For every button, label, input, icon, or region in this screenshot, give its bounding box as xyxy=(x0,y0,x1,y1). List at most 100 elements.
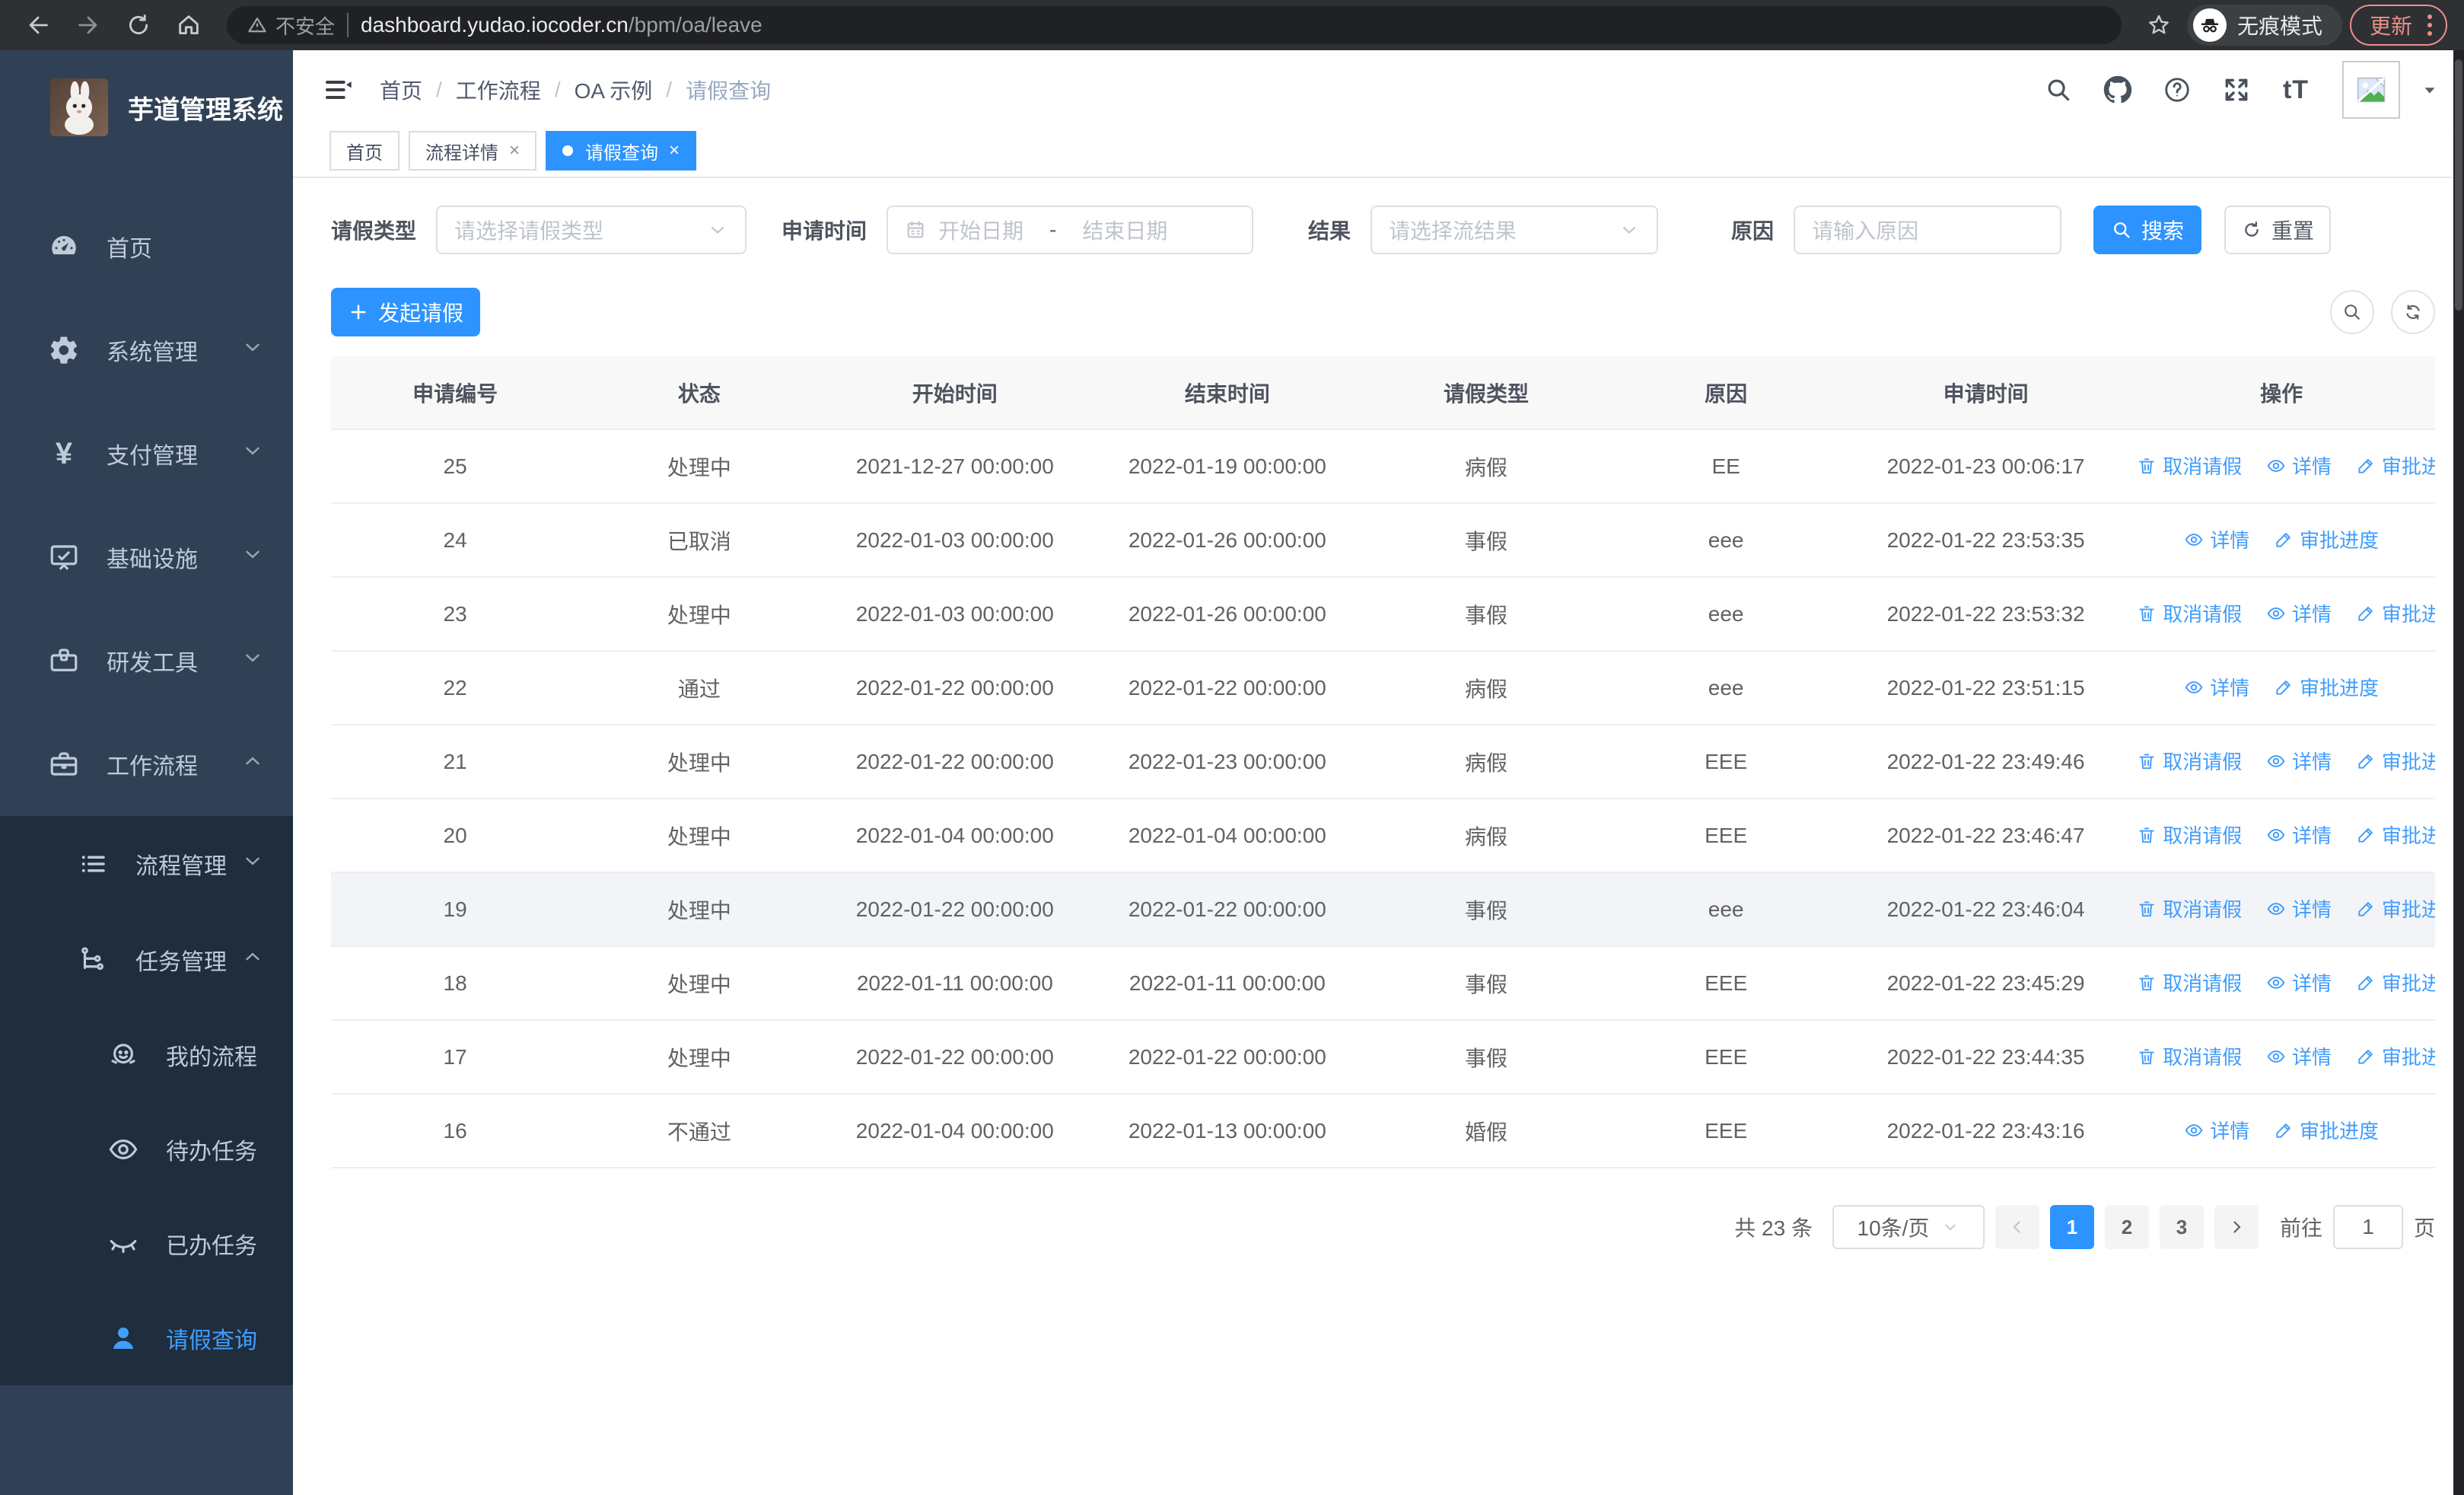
avatar[interactable] xyxy=(2342,61,2400,119)
sidebar-item-devtools[interactable]: 研发工具 xyxy=(0,609,293,712)
sidebar-item-process-mgmt[interactable]: 流程管理 xyxy=(0,816,293,912)
search-icon xyxy=(2048,79,2070,101)
cancel-leave-link[interactable]: 取消请假 xyxy=(2137,968,2242,996)
tab-leave-query[interactable]: 请假查询 × xyxy=(546,131,697,171)
sidebar-item-done-tasks[interactable]: 已办任务 xyxy=(0,1197,293,1291)
sidebar-item-system[interactable]: 系统管理 xyxy=(0,298,293,402)
sidebar-item-label: 我的流程 xyxy=(166,1045,257,1070)
approval-progress-link[interactable]: 审批进度 xyxy=(2356,821,2435,849)
security-warning[interactable]: 不安全 xyxy=(247,11,335,40)
prev-page-button[interactable] xyxy=(1994,1205,2039,1249)
col-apply-time: 申请时间 xyxy=(1843,356,2128,430)
reason-input[interactable]: 请输入原因 xyxy=(1794,206,2062,254)
browser-back-button[interactable] xyxy=(17,4,59,46)
approval-progress-link[interactable]: 审批进度 xyxy=(2356,599,2435,627)
browser-update-button[interactable]: 更新 xyxy=(2349,5,2447,46)
goto-label: 前往 xyxy=(2279,1216,2322,1240)
breadcrumb-home[interactable]: 首页 xyxy=(380,79,423,103)
help-button[interactable] xyxy=(2154,66,2201,113)
sidebar-item-leave-query[interactable]: 请假查询 xyxy=(0,1291,293,1385)
eye-icon xyxy=(2185,681,2203,693)
page-button-3[interactable]: 3 xyxy=(2159,1205,2204,1249)
approval-progress-link[interactable]: 审批进度 xyxy=(2356,1042,2435,1070)
browser-reload-button[interactable] xyxy=(117,4,160,46)
search-button[interactable]: 搜索 xyxy=(2093,206,2202,254)
approval-progress-link[interactable]: 审批进度 xyxy=(2356,747,2435,775)
detail-link[interactable]: 详情 xyxy=(2266,821,2332,849)
star-icon xyxy=(2149,14,2169,34)
sidebar-item-infrastructure[interactable]: 基础设施 xyxy=(0,505,293,609)
chevron-down-icon xyxy=(241,543,264,572)
tab-close-icon[interactable]: × xyxy=(669,140,680,161)
avatar-caret[interactable] xyxy=(2421,81,2438,98)
leave-type-select[interactable]: 请选择请假类型 xyxy=(436,206,747,254)
cell-apply-time: 2022-01-22 23:43:16 xyxy=(1843,1094,2128,1168)
detail-link[interactable]: 详情 xyxy=(2266,968,2332,996)
browser-menu-icon[interactable] xyxy=(2427,14,2432,36)
goto-page-input[interactable] xyxy=(2332,1205,2403,1249)
detail-link[interactable]: 详情 xyxy=(2266,747,2332,775)
approval-progress-link[interactable]: 审批进度 xyxy=(2356,968,2435,996)
github-button[interactable] xyxy=(2094,66,2141,113)
tab-home[interactable]: 首页 xyxy=(329,131,400,171)
sidebar-item-todo-tasks[interactable]: 待办任务 xyxy=(0,1102,293,1197)
create-leave-button[interactable]: 发起请假 xyxy=(331,288,480,336)
page-button-2[interactable]: 2 xyxy=(2104,1205,2149,1249)
detail-link[interactable]: 详情 xyxy=(2266,894,2332,923)
window-scrollbar[interactable] xyxy=(2453,50,2464,1495)
cell-actions: 详情 审批进度 xyxy=(2128,1094,2435,1168)
sidebar-collapse-button[interactable] xyxy=(314,65,363,114)
bookmark-star-button[interactable] xyxy=(2138,5,2179,46)
cancel-leave-link[interactable]: 取消请假 xyxy=(2137,747,2242,775)
result-select[interactable]: 请选择流结果 xyxy=(1370,206,1659,254)
cell-actions: 取消请假 详情 审批进度 xyxy=(2128,429,2435,504)
tab-process-detail[interactable]: 流程详情 × xyxy=(409,131,537,171)
detail-link[interactable]: 详情 xyxy=(2184,525,2249,553)
approval-progress-link[interactable]: 审批进度 xyxy=(2274,525,2379,553)
detail-link[interactable]: 详情 xyxy=(2266,451,2332,480)
apply-time-range-picker[interactable]: 开始日期 - 结束日期 xyxy=(887,206,1254,254)
approval-progress-link[interactable]: 审批进度 xyxy=(2356,894,2435,923)
fullscreen-button[interactable] xyxy=(2213,66,2260,113)
breadcrumb-oa-example[interactable]: OA 示例 xyxy=(574,79,653,103)
cancel-leave-link[interactable]: 取消请假 xyxy=(2137,894,2242,923)
cell-reason: eee xyxy=(1608,651,1844,725)
approval-progress-link[interactable]: 审批进度 xyxy=(2274,1116,2379,1144)
address-bar[interactable]: 不安全 dashboard.yudao.iocoder.cn/bpm/oa/le… xyxy=(227,6,2122,44)
cancel-leave-link[interactable]: 取消请假 xyxy=(2137,821,2242,849)
sidebar-item-task-mgmt[interactable]: 任务管理 xyxy=(0,912,293,1008)
cancel-leave-link[interactable]: 取消请假 xyxy=(2137,599,2242,627)
approval-progress-link[interactable]: 审批进度 xyxy=(2356,451,2435,480)
tab-close-icon[interactable]: × xyxy=(509,140,520,161)
cancel-leave-link[interactable]: 取消请假 xyxy=(2137,1042,2242,1070)
sidebar-item-workflow[interactable]: 工作流程 xyxy=(0,712,293,816)
detail-link[interactable]: 详情 xyxy=(2266,1042,2332,1070)
refresh-table-button[interactable] xyxy=(2391,290,2435,334)
page-size-select[interactable]: 10条/页 xyxy=(1832,1205,1985,1249)
approval-progress-link[interactable]: 审批进度 xyxy=(2274,673,2379,701)
sidebar-item-my-process[interactable]: 我的流程 xyxy=(0,1008,293,1102)
breadcrumb-workflow[interactable]: 工作流程 xyxy=(455,79,541,103)
table-row: 17 处理中 2022-01-22 00:00:00 2022-01-22 00… xyxy=(331,1020,2435,1095)
detail-link[interactable]: 详情 xyxy=(2184,673,2249,701)
browser-home-button[interactable] xyxy=(167,4,210,46)
page-button-1[interactable]: 1 xyxy=(2049,1205,2094,1249)
sidebar-item-home[interactable]: 首页 xyxy=(0,195,293,298)
next-page-button[interactable] xyxy=(2214,1205,2259,1249)
font-size-button[interactable]: tT xyxy=(2272,66,2319,113)
detail-link[interactable]: 详情 xyxy=(2266,599,2332,627)
detail-link[interactable]: 详情 xyxy=(2184,1116,2249,1144)
show-search-button[interactable] xyxy=(2330,290,2374,334)
app-logo[interactable]: 芋道管理系统 xyxy=(0,50,293,164)
sidebar-item-payment[interactable]: ¥ 支付管理 xyxy=(0,402,293,505)
eye-icon xyxy=(2267,754,2285,767)
eye-icon xyxy=(2267,828,2285,841)
cancel-leave-link[interactable]: 取消请假 xyxy=(2137,451,2242,480)
cell-apply-id: 21 xyxy=(331,725,580,799)
cell-apply-id: 22 xyxy=(331,651,580,725)
header-search-button[interactable] xyxy=(2035,66,2082,113)
scrollbar-thumb[interactable] xyxy=(2455,59,2462,311)
reset-button[interactable]: 重置 xyxy=(2224,206,2332,254)
browser-forward-button[interactable] xyxy=(67,4,110,46)
reason-label: 原因 xyxy=(1731,219,1775,243)
